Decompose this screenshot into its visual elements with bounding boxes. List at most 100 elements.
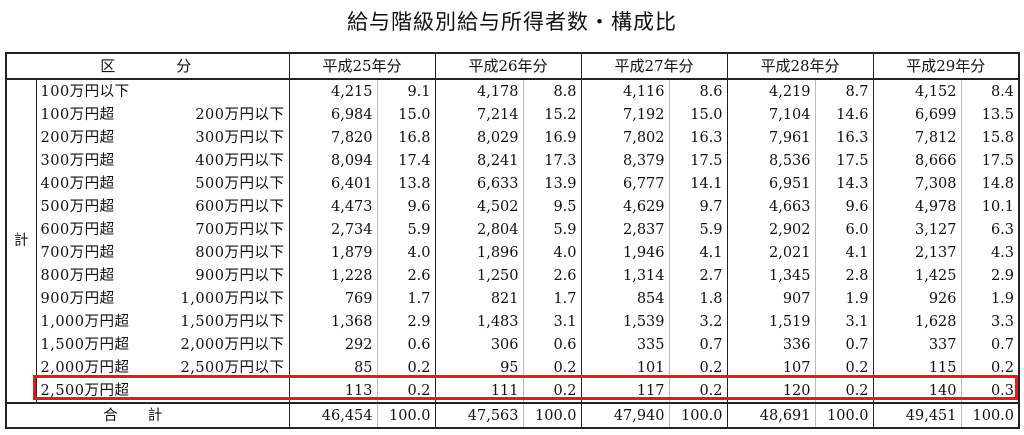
count-cell: 7,192: [580, 103, 670, 126]
bracket-lower: 900万円超: [40, 290, 115, 307]
count-cell: 337: [872, 333, 962, 356]
count-cell: 2,734: [288, 218, 378, 241]
count-cell: 113: [288, 379, 378, 403]
bracket-upper: 800万円以下: [195, 244, 285, 261]
ratio-cell: 3.1: [522, 310, 582, 333]
bracket-upper: 500万円以下: [195, 175, 285, 192]
total-label: 合計: [4, 402, 290, 429]
header-year: 平成28年分: [726, 52, 874, 80]
table-row: 200万円超 300万円以下 7,820 16.8 8,029 16.9 7,802 16.3…: [6, 126, 1021, 149]
count-cell: 8,536: [726, 149, 816, 172]
ratio-cell: 0.7: [814, 333, 874, 356]
count-cell: 907: [726, 287, 816, 310]
ratio-cell: 9.1: [376, 79, 436, 103]
ratio-cell: 1.9: [814, 287, 874, 310]
count-cell: 4,502: [434, 195, 524, 218]
count-cell: 2,137: [872, 241, 962, 264]
ratio-cell: 0.2: [960, 356, 1021, 379]
count-cell: 8,379: [580, 149, 670, 172]
ratio-cell: 17.5: [960, 149, 1021, 172]
bracket-upper: 900万円以下: [195, 267, 285, 284]
bracket-upper: 700万円以下: [195, 221, 285, 238]
count-cell: 4,116: [580, 79, 670, 103]
count-cell: 1,879: [288, 241, 378, 264]
bracket-label: 1,000万円超 1,500万円以下: [36, 310, 289, 333]
ratio-cell: 9.6: [376, 195, 436, 218]
bracket-upper: 2,500万円以下: [180, 359, 285, 376]
count-cell: 2,804: [434, 218, 524, 241]
table-row: 400万円超 500万円以下 6,401 13.8 6,633 13.9 6,777 14.1…: [6, 172, 1021, 195]
count-cell: 7,308: [872, 172, 962, 195]
total-count-cell: 46,454: [288, 402, 378, 429]
table-body: 計 100万円以下 4,215 9.1 4,178 8.8 4,116 8.6 4,219 8.7…: [4, 79, 1021, 429]
header-kubun: 区 分: [4, 52, 290, 80]
count-cell: 4,219: [726, 79, 816, 103]
ratio-cell: 4.0: [376, 241, 436, 264]
count-cell: 8,241: [434, 149, 524, 172]
ratio-cell: 6.0: [814, 218, 874, 241]
count-cell: 1,425: [872, 264, 962, 287]
ratio-cell: 9.6: [814, 195, 874, 218]
count-cell: 2,902: [726, 218, 816, 241]
table-row: 1,500万円超 2,000万円以下 292 0.6 306 0.6 335 0.7 336 0.…: [6, 333, 1021, 356]
count-cell: 7,961: [726, 126, 816, 149]
ratio-cell: 13.5: [960, 103, 1021, 126]
ratio-cell: 2.6: [522, 264, 582, 287]
ratio-cell: 0.2: [522, 356, 582, 379]
count-cell: 6,401: [288, 172, 378, 195]
bracket-lower: 2,000万円超: [40, 359, 130, 376]
count-cell: 1,946: [580, 241, 670, 264]
ratio-cell: 9.5: [522, 195, 582, 218]
ratio-cell: 15.8: [960, 126, 1021, 149]
bracket-label: 600万円超 700万円以下: [36, 218, 289, 241]
ratio-cell: 0.2: [522, 379, 582, 403]
ratio-cell: 13.8: [376, 172, 436, 195]
ratio-cell: 15.0: [376, 103, 436, 126]
count-cell: 1,519: [726, 310, 816, 333]
table-row: 計 100万円以下 4,215 9.1 4,178 8.8 4,116 8.6 4,219 8.7…: [5, 79, 1021, 403]
total-count-cell: 47,563: [434, 402, 524, 429]
count-cell: 854: [580, 287, 670, 310]
count-cell: 6,951: [726, 172, 816, 195]
bracket-upper: 400万円以下: [195, 152, 285, 169]
count-cell: 1,539: [580, 310, 670, 333]
count-cell: 2,021: [726, 241, 816, 264]
ratio-cell: 14.8: [960, 172, 1021, 195]
ratio-cell: 3.1: [814, 310, 874, 333]
ratio-cell: 0.7: [668, 333, 728, 356]
count-cell: 4,663: [726, 195, 816, 218]
count-cell: 7,104: [726, 103, 816, 126]
ratio-cell: 6.3: [960, 218, 1021, 241]
ratio-cell: 16.9: [522, 126, 582, 149]
count-cell: 1,483: [434, 310, 524, 333]
ratio-cell: 0.6: [522, 333, 582, 356]
ratio-cell: 17.5: [668, 149, 728, 172]
ratio-cell: 15.0: [668, 103, 728, 126]
ratio-cell: 8.7: [814, 79, 874, 103]
count-cell: 140: [872, 379, 962, 403]
ratio-cell: 2.9: [960, 264, 1021, 287]
bracket-label: 300万円超 400万円以下: [36, 149, 289, 172]
table-row: 700万円超 800万円以下 1,879 4.0 1,896 4.0 1,946 4.1 2,0…: [6, 241, 1021, 264]
count-cell: 769: [288, 287, 378, 310]
count-cell: 1,345: [726, 264, 816, 287]
bracket-lower: 400万円超: [40, 175, 115, 192]
bracket-lower: 800万円超: [40, 267, 115, 284]
header-year: 平成25年分: [288, 52, 436, 80]
count-cell: 1,368: [288, 310, 378, 333]
ratio-cell: 2.9: [376, 310, 436, 333]
ratio-cell: 2.7: [668, 264, 728, 287]
side-label-kei: 計: [5, 79, 37, 403]
ratio-cell: 0.7: [960, 333, 1021, 356]
bracket-label: 500万円超 600万円以下: [36, 195, 289, 218]
ratio-cell: 4.1: [668, 241, 728, 264]
ratio-cell: 8.8: [522, 79, 582, 103]
count-cell: 4,215: [288, 79, 378, 103]
ratio-cell: 0.2: [814, 356, 874, 379]
ratio-cell: 10.1: [960, 195, 1021, 218]
ratio-cell: 2.8: [814, 264, 874, 287]
total-count-cell: 49,451: [872, 402, 962, 429]
ratio-cell: 16.3: [668, 126, 728, 149]
ratio-cell: 2.6: [376, 264, 436, 287]
count-cell: 335: [580, 333, 670, 356]
